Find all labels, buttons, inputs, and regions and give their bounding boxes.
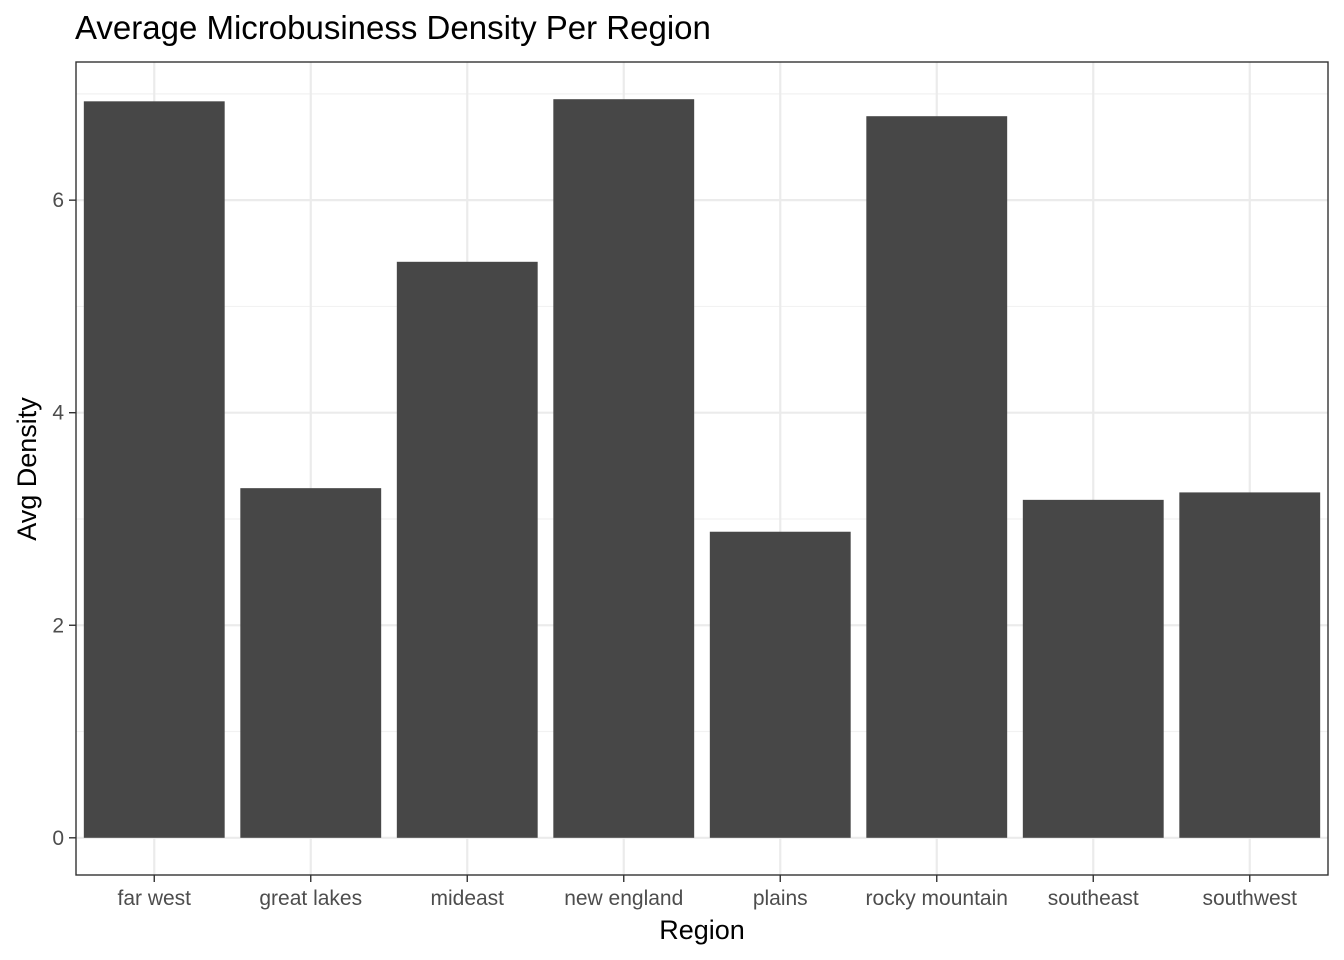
plot-panel: 0 2 4 6 far west great lakes mideast new engla… <box>52 61 1329 910</box>
y-tick-label: 4 <box>52 402 64 425</box>
x-tick-label: southeast <box>1048 887 1139 910</box>
bar-mideast <box>396 261 538 838</box>
x-tick-label: southwest <box>1202 887 1297 910</box>
bars-group <box>83 99 1321 838</box>
x-tick-label: far west <box>117 887 191 910</box>
x-tick-label: plains <box>753 887 808 910</box>
bar-great-lakes <box>240 488 382 838</box>
bar-southwest <box>1179 492 1321 838</box>
bar-far-west <box>83 101 225 838</box>
x-tick-label: new england <box>564 887 683 910</box>
x-tick-label: rocky mountain <box>866 887 1008 910</box>
y-tick-label: 0 <box>52 827 64 850</box>
y-tick-label: 2 <box>52 614 64 637</box>
bar-rocky-mountain <box>866 116 1008 838</box>
bar-plains <box>709 531 851 838</box>
y-tick-label: 6 <box>52 189 64 212</box>
bar-new-england <box>553 99 695 838</box>
x-tick-label: great lakes <box>259 887 362 910</box>
y-axis-title: Avg Density <box>12 397 42 541</box>
x-axis: far west great lakes mideast new england pla… <box>117 875 1297 910</box>
panel-border <box>75 61 1329 876</box>
bar-southeast <box>1022 499 1164 838</box>
x-tick-label: mideast <box>430 887 504 910</box>
chart-title: Average Microbusiness Density Per Region <box>75 9 711 46</box>
x-axis-title: Region <box>659 915 745 945</box>
y-axis: 0 2 4 6 <box>52 189 76 850</box>
